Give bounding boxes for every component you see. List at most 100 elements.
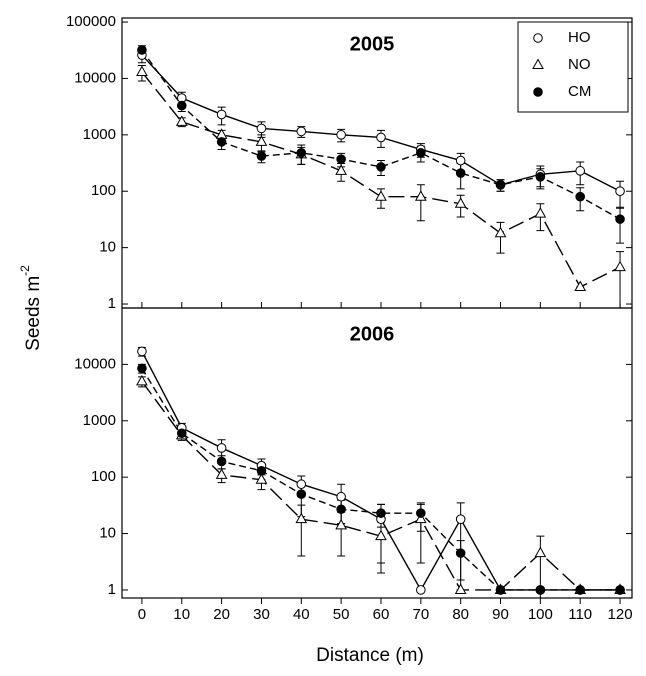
data-point [376, 162, 386, 172]
x-tick-label: 30 [253, 606, 270, 623]
panel-title: 2005 [350, 33, 395, 55]
data-point [495, 180, 506, 190]
data-point [336, 154, 346, 164]
data-point [494, 226, 507, 238]
y-tick-label: 100000 [66, 13, 116, 30]
x-tick-label: 0 [138, 606, 146, 623]
data-point [296, 126, 307, 137]
error-bar [616, 206, 625, 244]
data-point [216, 443, 227, 453]
data-point [414, 512, 427, 524]
data-point [137, 363, 147, 374]
data-point [375, 529, 387, 541]
y-tick-label: 1 [108, 581, 116, 598]
y-tick-label: 1 [108, 295, 116, 312]
x-tick-label: 80 [452, 606, 469, 623]
data-point [336, 491, 346, 502]
data-point [255, 135, 268, 146]
x-tick-label: 50 [333, 606, 350, 623]
data-point [336, 130, 346, 140]
legend-label: NO [568, 56, 591, 73]
data-point [535, 585, 546, 595]
data-point [215, 468, 228, 479]
data-point [136, 374, 148, 386]
y-axis-label: Seeds m-2 [18, 265, 44, 351]
data-point [416, 508, 426, 518]
error-bar [456, 540, 465, 581]
data-point [256, 465, 267, 476]
data-point [574, 280, 587, 292]
data-point [256, 123, 267, 134]
data-point [455, 514, 466, 524]
x-tick-label: 10 [173, 606, 190, 623]
data-point [416, 148, 426, 158]
y-tick-label: 10000 [74, 69, 116, 86]
data-point [534, 546, 547, 558]
x-tick-label: 120 [608, 606, 633, 623]
data-point [296, 479, 307, 490]
data-point [376, 132, 386, 143]
data-point [376, 508, 386, 518]
y-tick-label: 10 [99, 239, 116, 256]
data-point [216, 109, 227, 120]
data-point [615, 585, 625, 595]
data-point [137, 45, 147, 55]
data-point [136, 65, 148, 77]
data-point [255, 473, 268, 484]
plot-area [136, 346, 626, 598]
data-point [534, 207, 547, 218]
y-tick-label: 10 [99, 525, 116, 542]
plot-area [136, 45, 626, 308]
data-point [176, 100, 187, 111]
y-axis-label-text: Seeds m [23, 276, 44, 351]
data-point [375, 190, 387, 201]
x-tick-label: 60 [373, 606, 390, 623]
data-point [533, 33, 543, 43]
data-point [296, 489, 307, 499]
y-tick-label: 1000 [83, 412, 116, 429]
data-point [455, 155, 466, 166]
y-axis-label-superscript: -2 [18, 265, 32, 276]
legend-label: CM [568, 83, 591, 100]
data-point [575, 191, 586, 202]
data-point [535, 172, 546, 182]
data-point [575, 166, 586, 176]
data-point [336, 504, 346, 515]
x-tick-label: 40 [293, 606, 310, 623]
y-tick-label: 100 [91, 468, 116, 485]
data-point [455, 548, 466, 558]
data-point [614, 260, 626, 272]
panel-frame [121, 307, 633, 599]
data-point [256, 151, 267, 161]
data-point [414, 190, 427, 201]
x-tick-label: 20 [213, 606, 230, 623]
data-point [335, 164, 347, 175]
data-point [454, 197, 467, 208]
data-point [532, 58, 544, 69]
x-axis-label: Distance (m) [316, 645, 424, 666]
data-point [175, 115, 188, 126]
x-tick-label: 90 [492, 606, 509, 623]
data-point [216, 137, 227, 147]
data-point [335, 518, 347, 530]
data-point [455, 168, 466, 178]
legend-label: HO [568, 29, 591, 46]
data-point [615, 186, 625, 197]
data-point [416, 585, 426, 595]
data-point [495, 585, 506, 595]
data-point [137, 346, 147, 357]
data-point [615, 214, 625, 224]
data-point [454, 583, 467, 594]
panel-title: 2006 [350, 323, 395, 345]
y-tick-label: 10000 [74, 355, 116, 372]
data-point [575, 585, 586, 595]
data-point [216, 456, 227, 467]
data-point [295, 512, 308, 524]
y-tick-label: 100 [91, 182, 116, 199]
data-point [296, 148, 307, 158]
data-point [176, 428, 187, 439]
x-tick-label: 100 [528, 606, 553, 623]
y-tick-label: 1000 [83, 126, 116, 143]
data-point [533, 87, 543, 97]
